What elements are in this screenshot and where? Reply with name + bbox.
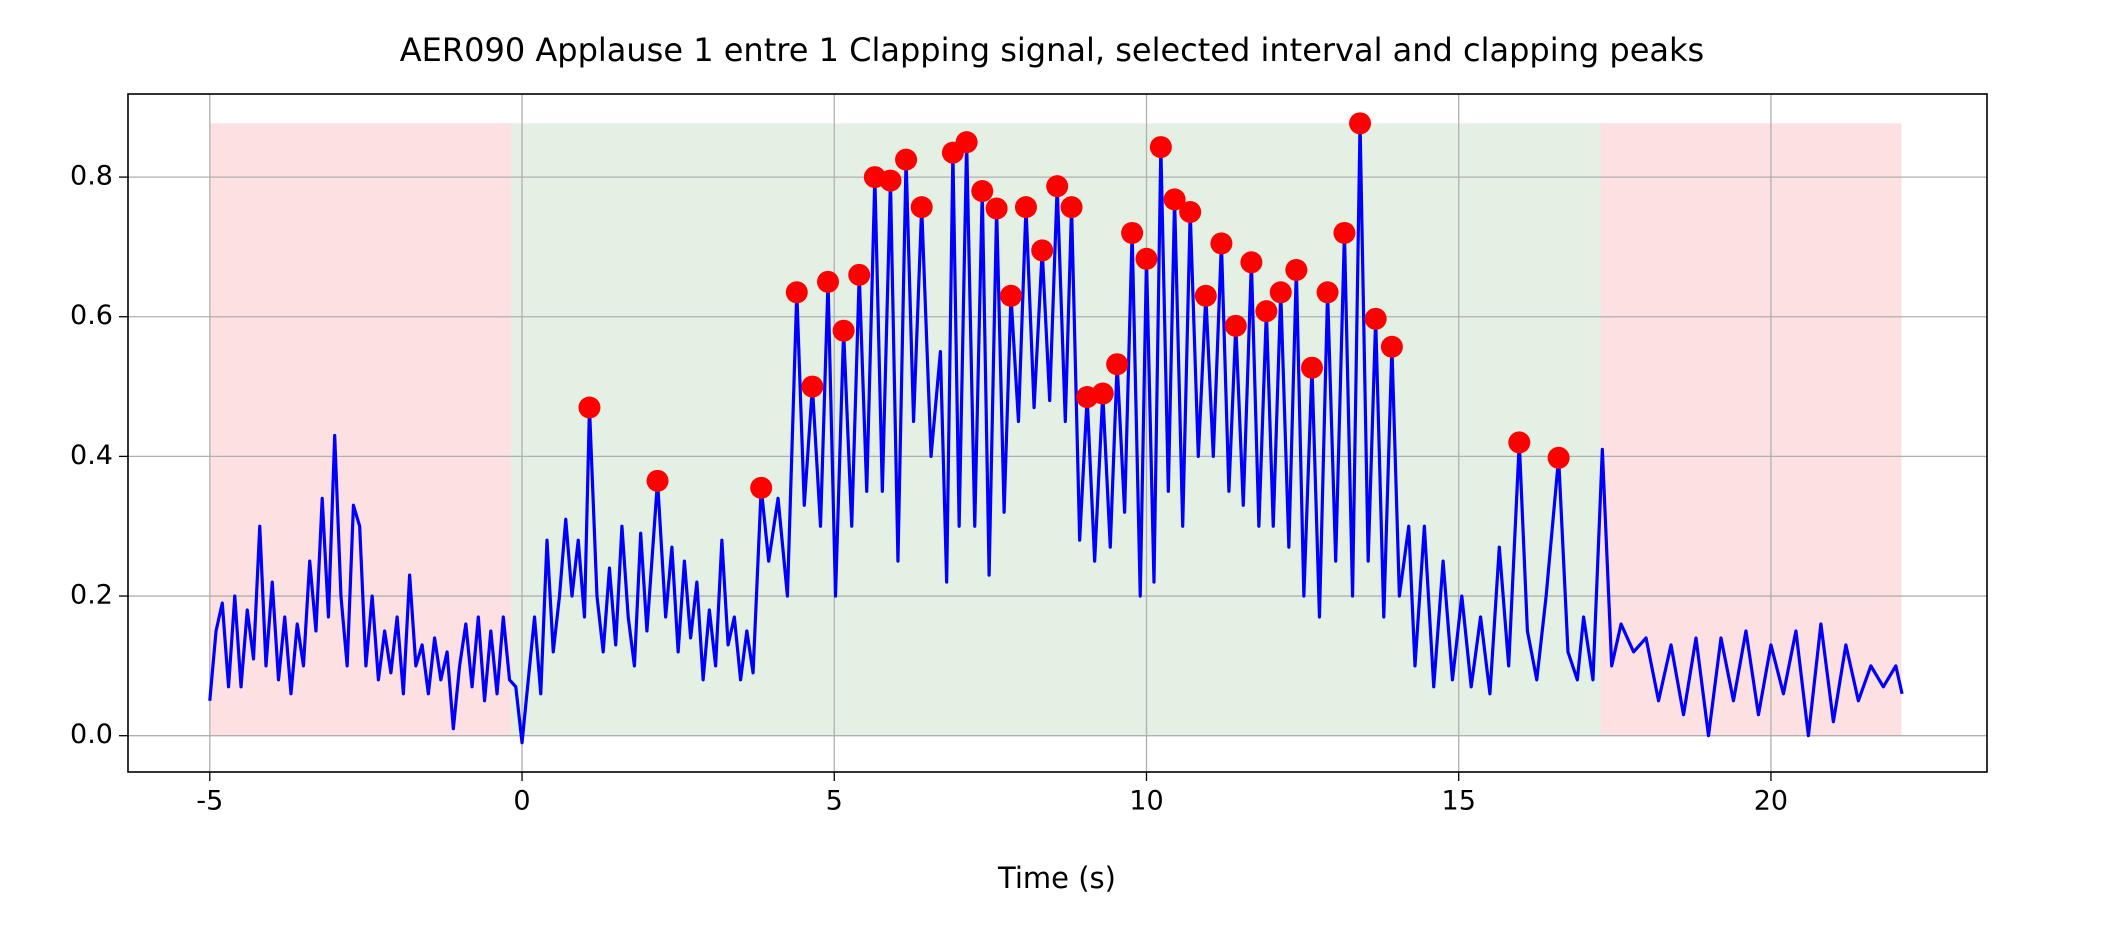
shaded-region [1600,123,1902,736]
peak-marker [750,476,773,499]
peak-marker [1316,281,1339,304]
chart-title: AER090 Applause 1 entre 1 Clapping signa… [400,31,1704,69]
peak-marker [1224,314,1247,337]
peak-marker [1106,353,1129,376]
peak-marker [1364,307,1387,330]
peak-marker [955,131,978,154]
peak-marker [1194,284,1217,307]
peak-marker [1300,356,1323,379]
peak-marker [1014,196,1037,219]
peak-marker [1031,239,1054,262]
peak-marker [785,281,808,304]
peak-marker [1508,431,1531,454]
peak-marker [1240,251,1263,274]
axes-frame [127,93,1988,773]
peak-marker [971,180,994,203]
x-tick-label: -5 [196,786,223,817]
y-tick-label: 0.6 [70,300,113,331]
x-tick-label: 15 [1442,786,1476,817]
peak-marker [1380,335,1403,358]
peak-marker [1333,221,1356,244]
x-tick-label: 5 [826,786,843,817]
y-tick-label: 0.4 [70,440,113,471]
peak-marker [985,197,1008,220]
peak-marker [1210,232,1233,255]
peak-marker [999,284,1022,307]
peak-marker [1349,112,1372,135]
peak-marker [1179,201,1202,224]
x-tick-label: 20 [1754,786,1788,817]
peak-marker [801,375,824,398]
peak-marker [1091,382,1114,405]
peak-marker [1163,188,1186,211]
signal-line [208,121,1904,745]
y-tick-label: 0.2 [70,580,113,611]
peak-marker [895,148,918,171]
peak-marker [1255,300,1278,323]
peak-marker [1060,196,1083,219]
peak-marker [1269,281,1292,304]
peak-marker [1135,247,1158,270]
peak-marker [910,196,933,219]
peak-marker [1121,221,1144,244]
x-axis-label: Time (s) [997,861,1116,895]
peak-marker [817,270,840,293]
peak-marker [1285,258,1308,281]
x-tick-label: 0 [513,786,530,817]
peak-marker [646,469,669,492]
peak-marker [848,263,871,286]
peak-marker [1547,446,1570,469]
shaded-region [209,123,512,736]
x-tick-label: 10 [1129,786,1163,817]
peak-marker [832,319,855,342]
peak-marker [1046,175,1069,198]
peak-marker [879,169,902,192]
y-tick-label: 0.8 [70,161,113,192]
y-tick-label: 0.0 [70,719,113,750]
peak-marker [578,396,601,419]
peak-marker [1149,136,1172,159]
